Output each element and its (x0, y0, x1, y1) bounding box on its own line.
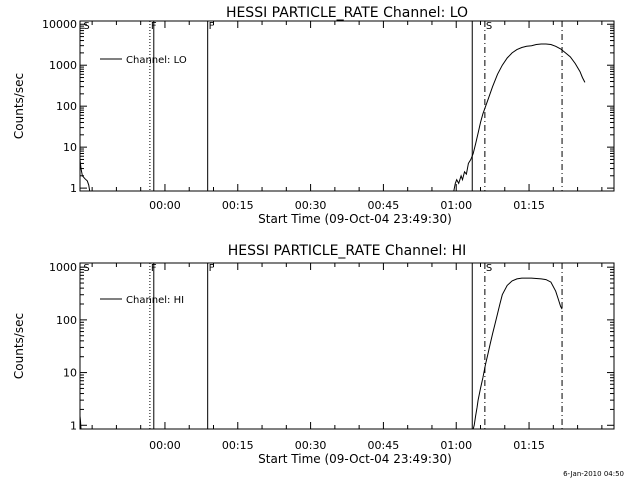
event-label: F (209, 263, 215, 274)
chart-title: HESSI PARTICLE_RATE Channel: HI (228, 243, 466, 259)
event-label: S (486, 263, 492, 274)
x-tick-label: 00:00 (149, 439, 181, 452)
y-tick-label: 10000 (42, 18, 77, 31)
series-line (79, 277, 563, 430)
y-axis-label: Counts/sec (12, 73, 26, 139)
y-tick-label: 1000 (49, 59, 77, 72)
event-label: S (83, 21, 89, 32)
y-tick-label: 1000 (49, 261, 77, 274)
x-axis-label: Start Time (09-Oct-04 23:49:30) (258, 452, 452, 466)
plot-timestamp: 6-Jan-2010 04:50 (563, 470, 624, 478)
x-tick-label: 00:15 (222, 199, 254, 212)
x-tick-label: 00:00 (149, 199, 181, 212)
chart-title: HESSI PARTICLE_RATE Channel: LO (226, 5, 468, 21)
y-tick-label: 100 (56, 314, 77, 327)
x-tick-label: 00:15 (222, 439, 254, 452)
x-tick-label: 01:00 (440, 439, 472, 452)
x-tick-label: 01:15 (513, 439, 545, 452)
x-tick-label: 00:30 (295, 199, 327, 212)
legend-entry: Channel: LO (126, 55, 187, 66)
x-tick-label: 01:15 (513, 199, 545, 212)
series-line (79, 43, 586, 192)
x-tick-label: 00:45 (368, 439, 400, 452)
plot-frame (79, 20, 615, 192)
x-tick-label: 01:00 (440, 199, 472, 212)
x-tick-label: 00:30 (295, 439, 327, 452)
y-tick-label: 100 (56, 100, 77, 113)
y-tick-label: 1 (70, 182, 77, 195)
event-label: S (486, 21, 492, 32)
x-axis-label: Start Time (09-Oct-04 23:49:30) (258, 212, 452, 226)
panel-channel-lo: HESSI PARTICLE_RATE Channel: LO 00:00 00:1… (12, 5, 615, 226)
plot-frame (79, 262, 615, 430)
y-tick-label: 1 (70, 419, 77, 432)
y-tick-label: 10 (63, 367, 77, 380)
event-label: S (83, 263, 89, 274)
y-axis-label: Counts/sec (12, 313, 26, 379)
y-tick-label: 10 (63, 141, 77, 154)
event-label: F (209, 21, 215, 32)
panel-channel-hi: HESSI PARTICLE_RATE Channel: HI 00:00 00:1… (12, 243, 615, 466)
x-tick-label: 00:45 (368, 199, 400, 212)
legend-entry: Channel: HI (126, 295, 184, 306)
